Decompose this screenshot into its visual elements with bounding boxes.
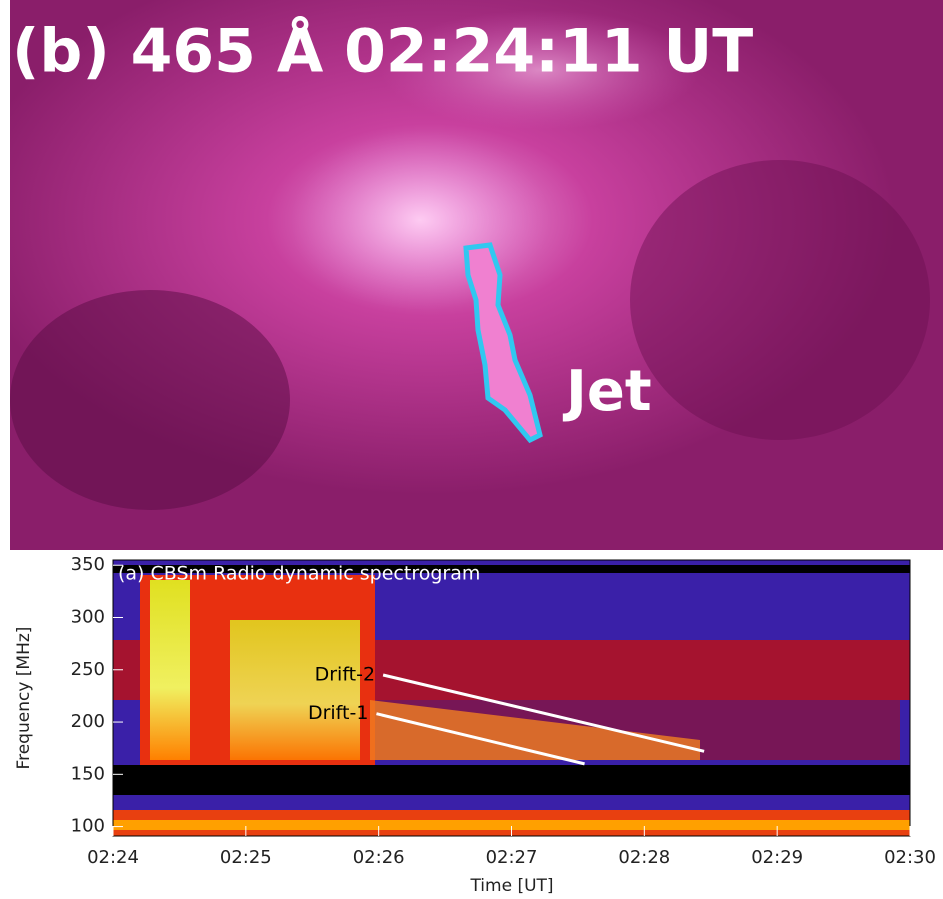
euv-image: (b) 465 Å 02:24:11 UT Jet: [10, 0, 943, 550]
y-tick-label: 150: [71, 763, 105, 784]
x-tick-label: 02:28: [618, 847, 670, 868]
figure: (b) 465 Å 02:24:11 UT Jet (a) CBSm Radio…: [0, 0, 943, 899]
y-tick-label: 200: [71, 711, 105, 732]
x-axis-label: Time [UT]: [469, 876, 553, 896]
jet-label: Jet: [562, 359, 652, 424]
bright-region: [290, 130, 550, 310]
band: [113, 765, 910, 795]
y-tick-label: 350: [71, 554, 105, 575]
image-title: (b) 465 Å 02:24:11 UT: [12, 16, 753, 87]
dark-region: [630, 160, 930, 440]
x-tick-label: 02:30: [884, 847, 936, 868]
x-tick-label: 02:26: [353, 847, 405, 868]
x-tick-label: 02:24: [87, 847, 139, 868]
chart-title: (a) CBSm Radio dynamic spectrogram: [118, 563, 480, 585]
y-axis-label: Frequency [MHz]: [14, 627, 34, 770]
drift-label: Drift-2: [315, 664, 375, 686]
y-tick-label: 300: [71, 607, 105, 628]
x-tick-label: 02:25: [220, 847, 272, 868]
x-tick-label: 02:29: [751, 847, 803, 868]
y-tick-label: 100: [71, 816, 105, 837]
dark-region: [10, 290, 290, 510]
spectrogram-image: [113, 560, 910, 836]
x-tick-label: 02:27: [486, 847, 538, 868]
drift-label: Drift-1: [308, 702, 368, 724]
burst: [150, 580, 190, 760]
y-tick-label: 250: [71, 659, 105, 680]
burst: [230, 620, 360, 760]
